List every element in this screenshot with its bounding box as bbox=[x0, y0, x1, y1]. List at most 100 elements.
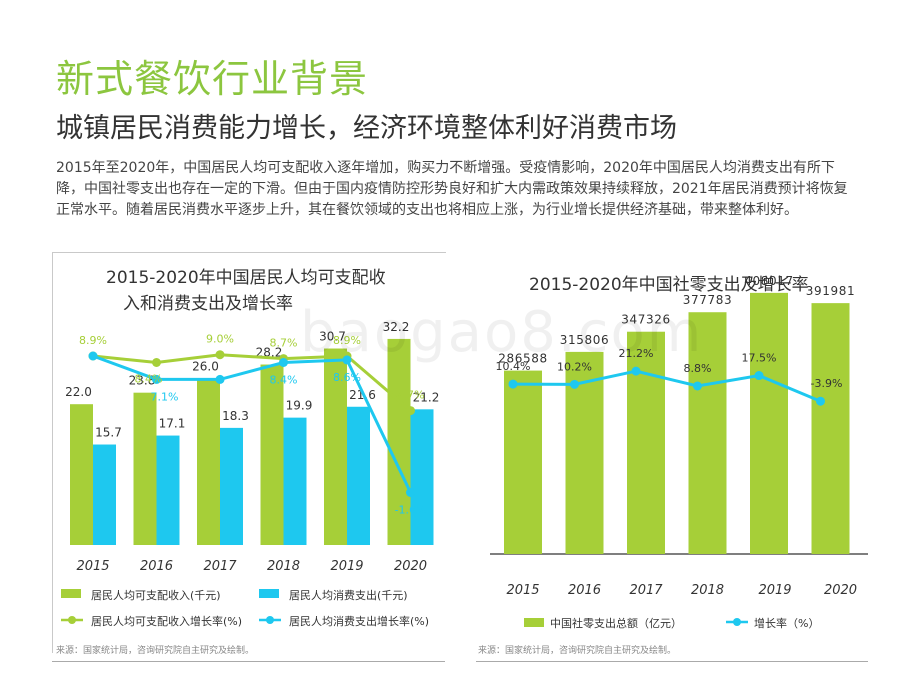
data-label: 21.2% bbox=[619, 347, 654, 360]
bar-retail bbox=[627, 331, 665, 554]
data-label: 8.4% bbox=[270, 374, 298, 387]
data-label: 8.9% bbox=[333, 334, 361, 347]
income-growth-line bbox=[92, 353, 412, 412]
legend-swatch-dot bbox=[68, 616, 76, 624]
x-tick-label: 2018 bbox=[691, 583, 724, 598]
divider-left bbox=[52, 661, 445, 662]
bar-income bbox=[324, 348, 347, 545]
data-label: -3.9% bbox=[811, 377, 843, 390]
data-label: 8.4% bbox=[135, 373, 163, 386]
x-tick-label: 2015 bbox=[506, 583, 539, 598]
retail-chart-panel: 2015-2020年中国社零支出及增长率 286588 2015 315806 2016… bbox=[476, 252, 868, 652]
data-label: 32.2 bbox=[383, 320, 410, 334]
bar-income bbox=[197, 378, 220, 545]
data-label: 22.0 bbox=[65, 385, 92, 399]
retail-growth-line bbox=[512, 369, 822, 403]
legend-label: 中国社零支出总额（亿元） bbox=[550, 616, 682, 630]
data-label: 286588 bbox=[498, 352, 547, 366]
bar-spending bbox=[283, 417, 307, 545]
legend-swatch-dot bbox=[266, 616, 274, 624]
x-tick-label: 2018 bbox=[267, 559, 300, 574]
legend-swatch bbox=[524, 618, 544, 627]
retail-growth-point bbox=[508, 379, 518, 389]
source-note-left: 来源：国家统计局，咨询研究院自主研究及绘制。 bbox=[56, 646, 255, 656]
income-growth-point bbox=[406, 406, 415, 416]
legend-label: 居民人均消费支出(千元) bbox=[289, 588, 408, 602]
bar-retail bbox=[688, 312, 727, 554]
data-label: 7.1% bbox=[151, 390, 179, 403]
x-tick-label: 2019 bbox=[758, 583, 791, 598]
chart-title: 2015-2020年中国社零支出及增长率 bbox=[529, 275, 809, 295]
data-label: 391981 bbox=[806, 284, 855, 298]
spending-growth-point bbox=[152, 374, 161, 384]
data-label: 8.8% bbox=[684, 362, 712, 375]
bar-retail bbox=[504, 370, 542, 554]
x-tick-label: 2020 bbox=[824, 583, 857, 598]
page-subtitle: 城镇居民消费能力增长，经济环境整体利好消费市场 bbox=[56, 113, 677, 144]
data-label: 17.5% bbox=[742, 352, 777, 365]
data-label: 408017 bbox=[744, 274, 793, 288]
retail-sales-chart: 2015-2020年中国社零支出及增长率 286588 2015 315806 2016… bbox=[490, 274, 868, 630]
bar-spending bbox=[156, 435, 180, 545]
x-tick-label: 2017 bbox=[203, 559, 237, 574]
data-label: 21.2 bbox=[413, 390, 440, 404]
bar-spending bbox=[93, 444, 116, 545]
data-label: 347326 bbox=[621, 313, 670, 327]
x-tick-label: 2017 bbox=[629, 583, 663, 598]
x-tick-label: 2016 bbox=[140, 559, 173, 574]
legend-swatch-dot bbox=[733, 618, 741, 626]
bar-income bbox=[387, 338, 411, 545]
legend-label: 居民人均可支配收入(千元) bbox=[91, 588, 221, 602]
data-label: 8.9% bbox=[79, 334, 107, 347]
data-label: 9.0% bbox=[206, 333, 234, 346]
retail-growth-point bbox=[816, 396, 825, 406]
bar-spending bbox=[220, 427, 243, 545]
data-label: 8.6% bbox=[333, 371, 361, 384]
data-label: 17.1 bbox=[159, 417, 186, 431]
x-tick-label: 2016 bbox=[568, 583, 601, 598]
bar-income bbox=[260, 364, 284, 545]
data-label: 15.7 bbox=[95, 426, 122, 440]
divider-right bbox=[476, 661, 868, 662]
bar-income bbox=[70, 404, 93, 545]
spending-growth-point bbox=[342, 355, 352, 365]
income-growth-point bbox=[215, 350, 225, 360]
chart-title: 2015-2020年中国居民人均可支配收 bbox=[106, 268, 386, 288]
spending-growth-point bbox=[215, 374, 225, 384]
legend-swatch bbox=[259, 589, 279, 598]
data-label: 315806 bbox=[560, 333, 609, 347]
data-label: 19.9 bbox=[286, 399, 313, 413]
data-label: 26.0 bbox=[192, 360, 219, 374]
retail-growth-point bbox=[754, 371, 764, 381]
bar-spending bbox=[347, 406, 370, 545]
spending-growth-point bbox=[88, 351, 98, 361]
data-label: 4.7% bbox=[397, 389, 425, 402]
data-label: 10.4% bbox=[496, 360, 531, 373]
spending-growth-point bbox=[279, 358, 288, 367]
data-label: 10.2% bbox=[557, 360, 592, 373]
spending-growth-line bbox=[92, 354, 412, 494]
legend-label: 居民人均消费支出增长率(%) bbox=[289, 614, 429, 628]
bar-spending bbox=[410, 409, 434, 545]
x-tick-label: 2020 bbox=[394, 559, 427, 574]
x-tick-label: 2019 bbox=[330, 559, 363, 574]
data-label: 377783 bbox=[683, 293, 732, 307]
income-chart-panel: 2015-2020年中国居民人均可支配收入和消费支出及增长率 22.0 15.7 20… bbox=[52, 252, 446, 653]
legend-label: 增长率（%） bbox=[754, 616, 819, 630]
x-tick-label: 2015 bbox=[76, 559, 109, 574]
page-title: 新式餐饮行业背景 bbox=[56, 57, 369, 101]
source-note-right: 来源：国家统计局，咨询研究院自主研究及绘制。 bbox=[478, 646, 677, 656]
chart-title: 入和消费支出及增长率 bbox=[123, 294, 293, 314]
legend-label: 居民人均可支配收入增长率(%) bbox=[91, 614, 242, 628]
data-label: 30.7 bbox=[319, 330, 346, 344]
data-label: -1.6% bbox=[395, 504, 427, 517]
data-label: 18.3 bbox=[222, 409, 249, 423]
bar-income bbox=[133, 392, 157, 545]
bar-retail bbox=[750, 292, 788, 554]
retail-growth-point bbox=[693, 381, 702, 391]
intro-paragraph: 2015年至2020年，中国居民人均可支配收入逐年增加，购买力不断增强。受疫情影… bbox=[56, 160, 848, 218]
data-label: 8.7% bbox=[270, 337, 298, 350]
income-growth-point bbox=[152, 358, 161, 367]
spending-growth-point bbox=[406, 488, 415, 497]
